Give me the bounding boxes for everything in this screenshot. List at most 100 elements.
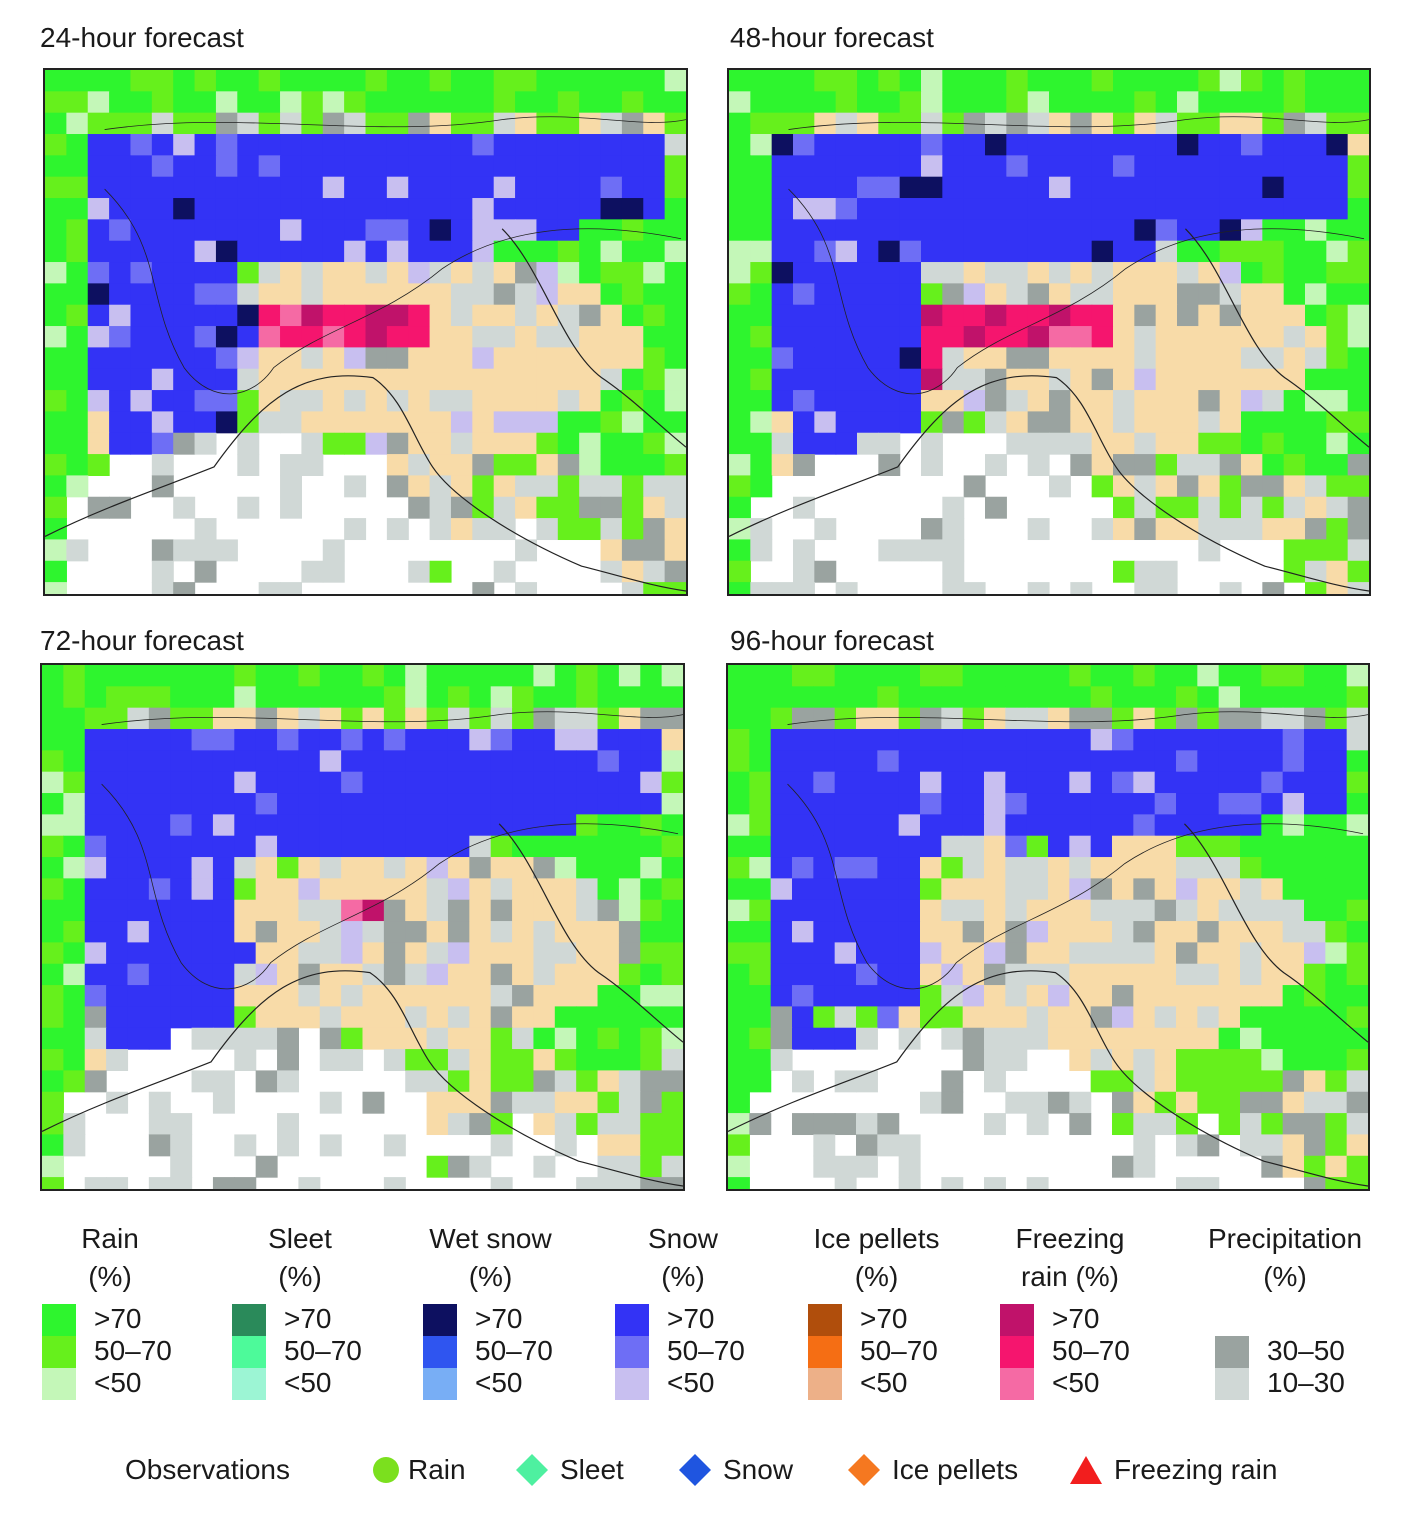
grid-cell (878, 390, 901, 412)
grid-cell (640, 857, 663, 879)
grid-cell (898, 814, 921, 837)
grid-cell (749, 985, 772, 1007)
grid-cell (66, 134, 89, 156)
grid-cell (1070, 240, 1093, 263)
grid-cell (1262, 155, 1285, 178)
grid-cell (1261, 1134, 1284, 1157)
grid-cell (1091, 454, 1114, 477)
grid-cell (962, 1006, 985, 1029)
grid-cell (472, 155, 495, 178)
grid-cell (106, 963, 129, 986)
grid-cell (344, 283, 367, 306)
grid-cell (941, 921, 964, 943)
coastline (45, 375, 686, 592)
grid-cell (1325, 963, 1348, 986)
grid-cell (191, 686, 214, 709)
grid-cell (942, 240, 965, 263)
grid-cell (450, 518, 473, 541)
grid-cell (301, 390, 324, 412)
grid-cell (1218, 985, 1241, 1007)
grid-cell (1155, 518, 1178, 541)
forecast-map-48h[interactable] (727, 68, 1371, 596)
grid-cell (490, 899, 513, 922)
grid-cell (814, 219, 837, 242)
grid-cell (600, 91, 623, 114)
grid-cell (770, 921, 793, 943)
grid-cell (106, 878, 129, 901)
grid-cell (63, 835, 86, 858)
grid-cell (856, 686, 878, 709)
grid-cell (600, 112, 623, 135)
forecast-map-72h[interactable] (40, 663, 685, 1191)
grid-cell (84, 963, 107, 986)
forecast-map-24h[interactable] (43, 68, 688, 596)
grid-cell (258, 347, 281, 370)
grid-cell (493, 262, 516, 284)
grid-cell (640, 771, 663, 794)
obs-label: Rain (408, 1454, 466, 1485)
grid-cell (1027, 219, 1050, 242)
grid-cell (921, 70, 943, 92)
grid-cell (1134, 411, 1157, 434)
legend-title: Precipitation (1207, 1223, 1363, 1254)
grid-cell (877, 814, 900, 837)
grid-cell (87, 91, 110, 114)
grid-cell (298, 985, 321, 1007)
grid-cell (490, 921, 513, 943)
grid-cell (194, 155, 217, 178)
grid-cell (1176, 835, 1198, 858)
grid-cell (1197, 686, 1220, 709)
grid-cell (1113, 518, 1135, 541)
country-border (787, 711, 1368, 725)
grid-cell (258, 283, 281, 306)
grid-cell (130, 198, 153, 220)
grid-cell (557, 475, 580, 498)
grid-cell (729, 411, 751, 434)
grid-cell (84, 1006, 107, 1029)
grid-cell (597, 814, 620, 837)
grid-cell (857, 198, 879, 220)
grid-cell (533, 814, 556, 837)
grid-cell (469, 878, 492, 901)
map-canvas-24h (45, 70, 686, 594)
grid-cell (429, 368, 452, 391)
grid-cell (405, 1049, 428, 1072)
grid-cell (1262, 496, 1285, 519)
grid-cell (1091, 155, 1114, 178)
grid-cell (1305, 347, 1327, 370)
grid-cell (942, 219, 965, 242)
grid-cell (515, 304, 538, 327)
grid-cell (814, 368, 837, 391)
grid-cell (661, 921, 683, 943)
grid-cell (277, 1049, 299, 1072)
forecast-map-96h[interactable] (726, 663, 1370, 1191)
grid-cell (834, 878, 857, 901)
grid-cell (1283, 219, 1306, 242)
grid-cell (1154, 665, 1177, 687)
grid-cell (1282, 814, 1305, 837)
legend-swatch (423, 1304, 457, 1336)
grid-cell (1304, 921, 1326, 943)
grid-cell (1262, 390, 1285, 412)
grid-cell (298, 686, 321, 709)
grid-cell (920, 771, 942, 794)
grid-cell (87, 283, 110, 306)
grid-cell (301, 454, 324, 477)
grid-cell (856, 729, 878, 751)
grid-cell (792, 1006, 814, 1029)
grid-cell (984, 729, 1006, 751)
grid-cell (408, 219, 431, 242)
grid-cell (554, 1091, 577, 1114)
grid-cell (898, 750, 921, 773)
grid-cell (749, 729, 772, 751)
grid-cell (536, 518, 559, 541)
grid-cell (621, 262, 644, 284)
legend-title: Sleet (268, 1223, 332, 1254)
grid-cell (298, 899, 321, 922)
grid-cell (1283, 134, 1306, 156)
grid-cell (472, 432, 495, 455)
grid-cell (1090, 729, 1113, 751)
grid-cell (877, 1006, 900, 1029)
grid-cell (749, 814, 772, 837)
grid-cell (899, 390, 922, 412)
